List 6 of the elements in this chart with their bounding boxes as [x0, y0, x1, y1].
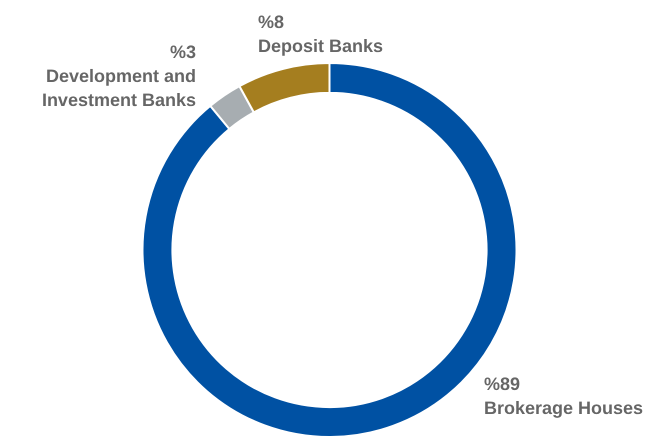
slice-label: Brokerage Houses: [484, 398, 644, 418]
data-label: %89: [484, 374, 520, 394]
slice-label: Deposit Banks: [258, 36, 384, 56]
data-label: %8: [258, 12, 284, 32]
slice-label: Development and Investment Banks: [42, 66, 196, 110]
data-label: %3: [170, 42, 196, 62]
